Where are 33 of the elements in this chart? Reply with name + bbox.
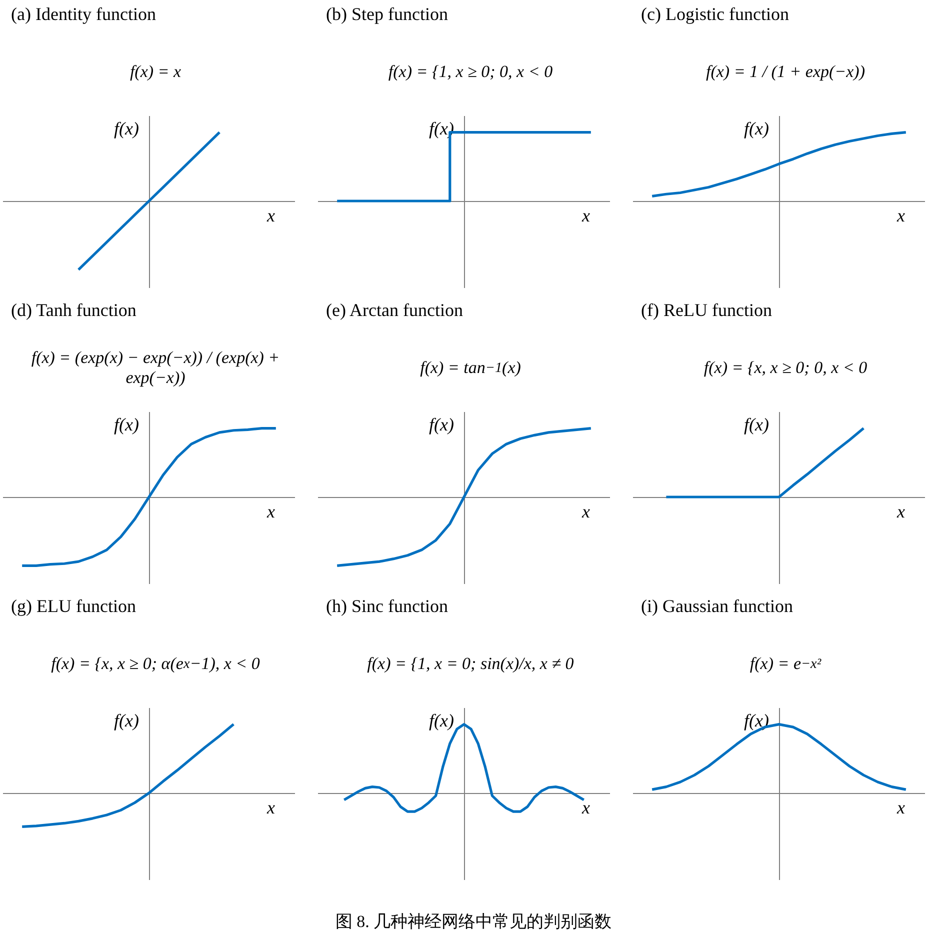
y-axis-title: f(x) <box>744 414 769 435</box>
chart-title: (f) ReLU function <box>640 300 773 322</box>
x-axis-title: x <box>581 206 590 226</box>
chart-title: (a) Identity function <box>10 4 157 26</box>
x-axis-title: x <box>266 206 275 226</box>
y-axis-title: f(x) <box>114 118 139 139</box>
x-axis-title: x <box>581 798 590 818</box>
y-axis-title: f(x) <box>429 710 454 731</box>
chart-title: (d) Tanh function <box>10 300 138 322</box>
x-axis-title: x <box>896 502 905 522</box>
y-axis-title: f(x) <box>429 414 454 435</box>
y-axis-title: f(x) <box>744 710 769 731</box>
chart-title: (e) Arctan function <box>325 300 464 322</box>
y-axis-title: f(x) <box>114 710 139 731</box>
chart-title: (g) ELU function <box>10 596 137 618</box>
caption: 图 8. 几种神经网络中常见的判别函数 <box>334 911 613 933</box>
x-axis-title: x <box>896 206 905 226</box>
chart-title: (i) Gaussian function <box>640 596 794 618</box>
x-axis-title: x <box>266 798 275 818</box>
chart-subtitle: f(x) = (exp(x) − exp(−x)) / (exp(x) + exp(−x)) <box>30 347 281 389</box>
y-axis-title: f(x) <box>744 118 769 139</box>
chart-subtitle: f(x) = {1, x = 0; sin(x)/x, x ≠ 0 <box>366 653 575 675</box>
x-axis-title: x <box>896 798 905 818</box>
chart-title: (h) Sinc function <box>325 596 449 618</box>
x-axis-title: x <box>581 502 590 522</box>
x-axis-title: x <box>266 502 275 522</box>
chart-subtitle: f(x) = 1 / (1 + exp(−x)) <box>704 61 866 83</box>
chart-subtitle: f(x) = {x, x ≥ 0; 0, x < 0 <box>702 357 868 379</box>
y-axis-title: f(x) <box>114 414 139 435</box>
chart-title: (b) Step function <box>325 4 449 26</box>
chart-subtitle: f(x) = x <box>128 61 182 83</box>
chart-subtitle: f(x) = {1, x ≥ 0; 0, x < 0 <box>387 61 554 83</box>
chart-title: (c) Logistic function <box>640 4 790 26</box>
